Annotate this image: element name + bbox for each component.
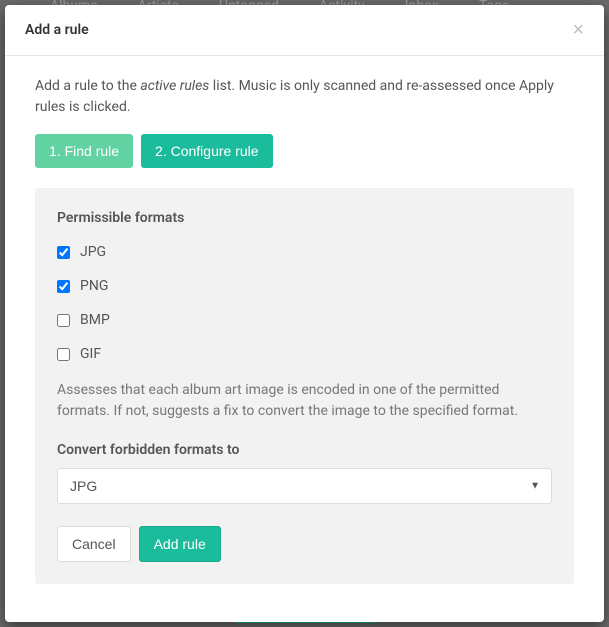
action-row: Cancel Add rule	[57, 526, 552, 562]
panel-heading: Permissible formats	[57, 210, 552, 226]
intro-emphasis: active rules	[140, 78, 209, 94]
config-panel: Permissible formats JPG PNG BMP GIF Asse…	[35, 188, 574, 584]
convert-select[interactable]: JPG PNG BMP GIF	[57, 468, 552, 504]
intro-text: Add a rule to the active rules list. Mus…	[35, 76, 574, 118]
format-label: PNG	[80, 278, 108, 294]
format-checkbox-gif[interactable]	[57, 348, 70, 361]
step-find-rule[interactable]: 1. Find rule	[35, 134, 133, 168]
convert-select-wrap: JPG PNG BMP GIF ▼	[57, 468, 552, 504]
format-label: JPG	[80, 244, 106, 260]
modal-title: Add a rule	[25, 22, 89, 38]
format-row-jpg: JPG	[57, 244, 552, 260]
modal-header: Add a rule ×	[5, 5, 604, 56]
modal-body: Add a rule to the active rules list. Mus…	[5, 56, 604, 622]
add-rule-modal: Add a rule × Add a rule to the active ru…	[5, 5, 604, 622]
format-row-bmp: BMP	[57, 312, 552, 328]
format-checkbox-jpg[interactable]	[57, 246, 70, 259]
format-checkbox-bmp[interactable]	[57, 314, 70, 327]
step-configure-rule[interactable]: 2. Configure rule	[141, 134, 273, 168]
format-label: BMP	[80, 312, 110, 328]
format-checkbox-png[interactable]	[57, 280, 70, 293]
format-row-gif: GIF	[57, 346, 552, 362]
add-rule-button[interactable]: Add rule	[139, 526, 221, 562]
intro-prefix: Add a rule to the	[35, 78, 140, 94]
close-icon[interactable]: ×	[572, 20, 584, 40]
format-label: GIF	[80, 346, 101, 362]
wizard-steps: 1. Find rule 2. Configure rule	[35, 134, 574, 168]
rule-description: Assesses that each album art image is en…	[57, 380, 552, 422]
convert-label: Convert forbidden formats to	[57, 442, 552, 458]
cancel-button[interactable]: Cancel	[57, 526, 131, 562]
format-row-png: PNG	[57, 278, 552, 294]
